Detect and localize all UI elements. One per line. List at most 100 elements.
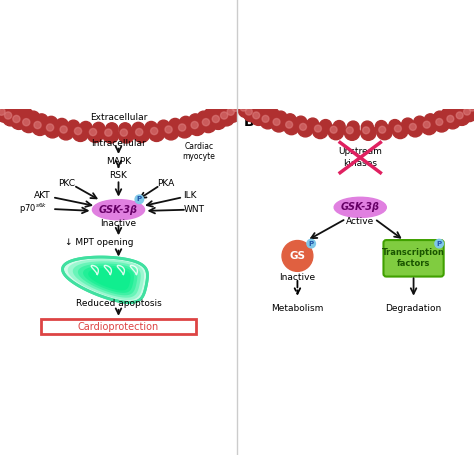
- Circle shape: [27, 111, 40, 124]
- Circle shape: [11, 113, 27, 129]
- Circle shape: [361, 121, 374, 133]
- Polygon shape: [68, 259, 144, 300]
- Text: PKC: PKC: [58, 179, 75, 188]
- Circle shape: [210, 105, 222, 117]
- Circle shape: [36, 114, 48, 126]
- Circle shape: [414, 116, 426, 128]
- Circle shape: [240, 104, 247, 111]
- Text: GSK-3β: GSK-3β: [99, 205, 138, 215]
- Circle shape: [230, 102, 246, 118]
- Circle shape: [87, 126, 103, 142]
- Text: Degradation: Degradation: [385, 303, 442, 313]
- Text: B: B: [244, 115, 255, 129]
- Circle shape: [4, 112, 12, 119]
- Circle shape: [67, 120, 80, 133]
- Circle shape: [119, 123, 131, 135]
- Circle shape: [73, 126, 89, 142]
- Circle shape: [410, 123, 416, 130]
- Circle shape: [0, 106, 12, 122]
- Circle shape: [148, 126, 164, 142]
- Circle shape: [424, 114, 437, 126]
- Circle shape: [151, 127, 158, 135]
- Circle shape: [284, 119, 299, 135]
- Circle shape: [191, 121, 198, 129]
- Circle shape: [189, 120, 205, 136]
- Text: Cardiac
myocyte: Cardiac myocyte: [182, 142, 216, 162]
- Circle shape: [464, 108, 471, 115]
- Circle shape: [105, 129, 112, 136]
- Circle shape: [330, 126, 337, 133]
- Circle shape: [212, 116, 219, 122]
- Text: A: A: [7, 115, 18, 129]
- Circle shape: [295, 116, 307, 128]
- Circle shape: [219, 110, 235, 126]
- Circle shape: [60, 126, 67, 133]
- Circle shape: [220, 112, 228, 119]
- Circle shape: [103, 127, 119, 143]
- Circle shape: [15, 105, 27, 117]
- Circle shape: [32, 120, 48, 136]
- Circle shape: [0, 98, 4, 114]
- Text: WNT: WNT: [184, 205, 205, 214]
- Circle shape: [235, 100, 242, 107]
- Text: GS: GS: [290, 251, 305, 261]
- Text: Inactive: Inactive: [279, 273, 316, 282]
- Circle shape: [20, 108, 33, 121]
- Text: PKA: PKA: [157, 179, 174, 188]
- Text: ↓ MPT opening: ↓ MPT opening: [65, 238, 134, 248]
- Circle shape: [346, 127, 353, 134]
- Circle shape: [227, 108, 234, 115]
- Text: Inactive: Inactive: [100, 219, 137, 228]
- Circle shape: [408, 121, 423, 137]
- Circle shape: [300, 123, 307, 130]
- Circle shape: [235, 98, 250, 113]
- Ellipse shape: [334, 197, 386, 217]
- Circle shape: [165, 126, 172, 133]
- Circle shape: [470, 98, 474, 113]
- Circle shape: [456, 112, 463, 119]
- Circle shape: [189, 114, 201, 126]
- Text: Extracellular: Extracellular: [90, 113, 147, 122]
- Text: Cardioprotection: Cardioprotection: [78, 322, 159, 332]
- Circle shape: [237, 100, 244, 107]
- Circle shape: [21, 116, 36, 132]
- Circle shape: [23, 119, 30, 126]
- Text: Upstream
kinases: Upstream kinases: [338, 147, 382, 168]
- Polygon shape: [73, 261, 141, 298]
- Circle shape: [45, 122, 61, 138]
- Circle shape: [267, 108, 279, 120]
- Text: RSK: RSK: [109, 171, 128, 180]
- Circle shape: [257, 101, 269, 113]
- FancyBboxPatch shape: [383, 240, 444, 277]
- Circle shape: [260, 113, 275, 129]
- Circle shape: [213, 101, 226, 114]
- Circle shape: [275, 111, 287, 123]
- Circle shape: [392, 123, 408, 139]
- Circle shape: [345, 125, 360, 140]
- Polygon shape: [63, 257, 147, 303]
- Circle shape: [0, 108, 5, 115]
- Circle shape: [179, 124, 186, 131]
- Circle shape: [469, 104, 474, 111]
- Polygon shape: [5, 106, 232, 133]
- Circle shape: [163, 124, 179, 140]
- Circle shape: [210, 113, 226, 129]
- Circle shape: [134, 126, 150, 142]
- Circle shape: [157, 120, 170, 133]
- Circle shape: [197, 111, 210, 124]
- Text: P: P: [437, 241, 442, 247]
- Circle shape: [11, 101, 24, 114]
- Text: P: P: [137, 196, 142, 202]
- Circle shape: [347, 121, 359, 133]
- Text: MAPK: MAPK: [106, 157, 131, 166]
- Circle shape: [176, 122, 192, 138]
- Circle shape: [261, 105, 273, 117]
- Circle shape: [363, 127, 370, 134]
- Circle shape: [394, 125, 401, 132]
- Circle shape: [92, 122, 105, 135]
- Circle shape: [451, 101, 464, 113]
- Circle shape: [55, 118, 68, 131]
- Circle shape: [45, 116, 57, 129]
- Circle shape: [273, 118, 280, 126]
- Circle shape: [74, 127, 82, 135]
